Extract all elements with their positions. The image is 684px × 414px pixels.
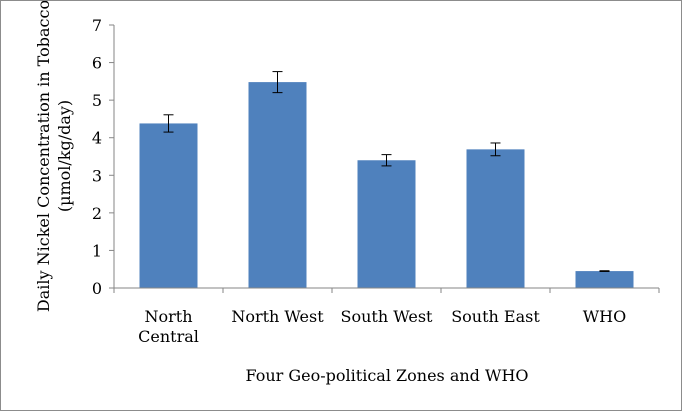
x-tick-label: North Central [138,307,199,346]
error-bar [272,71,283,94]
y-tick-label: 2 [92,204,102,223]
error-bars [163,71,610,272]
y-tick-label: 4 [92,129,102,148]
y-axis-title-text: Daily Nickel Concentration in Tobacco (µm… [34,1,74,312]
axes [109,24,660,293]
bar [248,82,307,288]
x-tick-label: North West [231,307,324,326]
y-tick-labels: 0 1 2 3 4 5 6 7 [92,16,102,298]
bar [466,149,525,288]
x-tick-labels: North Central North West South West South Ea… [138,307,626,346]
error-bar [163,114,174,133]
y-tick-label: 5 [92,91,102,110]
bar [575,271,634,288]
x-tick-label: South West [341,307,434,326]
error-bar [599,270,610,272]
error-bar [490,142,501,157]
x-axis-title: Four Geo-political Zones and WHO [245,366,528,385]
y-tick-label: 1 [92,241,102,260]
x-tick-label: WHO [583,307,627,326]
bar [357,160,416,288]
bar [139,123,198,289]
y-tick-label: 0 [92,279,102,298]
x-tick-label: South East [451,307,540,326]
bars [139,82,634,289]
y-tick-label: 7 [92,16,102,35]
error-bar [381,154,392,167]
y-tick-label: 3 [92,166,102,185]
y-axis-title: Daily Nickel Concentration in Tobacco (µm… [34,1,74,312]
y-tick-label: 6 [92,54,102,73]
